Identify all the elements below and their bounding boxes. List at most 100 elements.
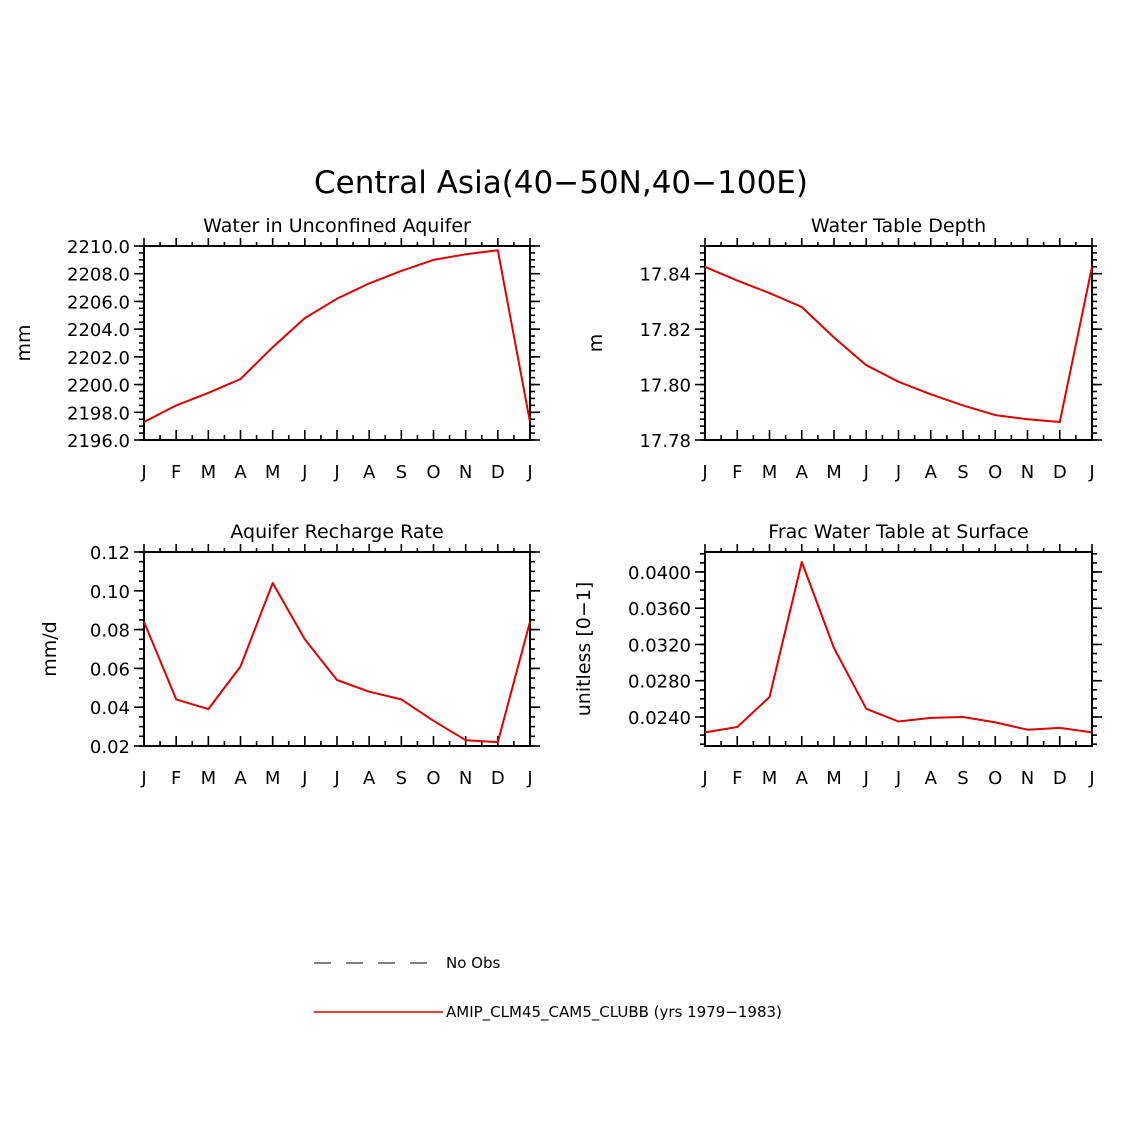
- x-tick-label: F: [171, 768, 181, 789]
- y-tick-label: 2196.0: [67, 431, 130, 452]
- x-tick-label: A: [234, 462, 247, 483]
- x-tick-label: S: [957, 768, 968, 789]
- x-tick-label: J: [1088, 768, 1094, 789]
- y-tick-label: 0.10: [90, 582, 130, 603]
- legend-model-label: AMIP_CLM45_CAM5_CLUBB (yrs 1979−1983): [446, 1003, 782, 1022]
- y-axis-label: m: [585, 334, 607, 353]
- x-tick-label: D: [1053, 462, 1067, 483]
- y-tick-label: 0.0320: [628, 635, 691, 656]
- x-tick-label: D: [491, 768, 505, 789]
- x-tick-label: O: [426, 462, 440, 483]
- y-tick-label: 2202.0: [67, 348, 130, 369]
- x-tick-label: N: [1021, 462, 1034, 483]
- x-tick-label: A: [925, 768, 938, 789]
- x-tick-label: M: [265, 462, 281, 483]
- panel-4: Frac Water Table at Surface unitless [0−1…: [573, 521, 1102, 789]
- x-tick-label: M: [201, 768, 217, 789]
- y-tick-label: 2210.0: [67, 237, 130, 258]
- series-line-model: [143, 582, 531, 744]
- y-tick-label: 0.04: [90, 698, 130, 719]
- y-tick-label: 0.02: [90, 737, 130, 758]
- x-tick-label: M: [201, 462, 217, 483]
- x-tick-label: J: [863, 462, 869, 483]
- x-tick-label: A: [796, 768, 809, 789]
- y-tick-label: 0.0240: [628, 708, 691, 729]
- series-line-model: [704, 561, 1093, 734]
- x-tick-label: D: [491, 462, 505, 483]
- y-tick-label: 17.78: [639, 431, 691, 452]
- x-tick-label: J: [895, 768, 901, 789]
- x-tick-label: S: [957, 462, 968, 483]
- x-tick-label: J: [140, 462, 146, 483]
- x-tick-label: M: [762, 462, 778, 483]
- x-tick-label: J: [526, 768, 532, 789]
- y-tick-label: 2200.0: [67, 376, 130, 397]
- y-tick-label: 0.0360: [628, 599, 691, 620]
- y-tick-label: 2208.0: [67, 265, 130, 286]
- x-tick-label: O: [988, 768, 1002, 789]
- y-tick-label: 0.08: [90, 621, 130, 642]
- x-tick-label: S: [396, 462, 407, 483]
- x-tick-label: J: [863, 768, 869, 789]
- x-tick-label: F: [171, 462, 181, 483]
- y-axis-label: mm/d: [39, 621, 61, 676]
- figure-title: Central Asia(40−50N,40−100E): [314, 165, 808, 201]
- legend: No Obs AMIP_CLM45_CAM5_CLUBB (yrs 1979−1…: [314, 954, 782, 1022]
- x-tick-label: J: [701, 768, 707, 789]
- x-tick-label: A: [234, 768, 247, 789]
- y-tick-label: 2204.0: [67, 320, 130, 341]
- x-tick-label: F: [732, 768, 742, 789]
- x-tick-label: N: [1021, 768, 1034, 789]
- x-tick-label: J: [701, 462, 707, 483]
- x-tick-label: O: [426, 768, 440, 789]
- y-tick-label: 2198.0: [67, 403, 130, 424]
- x-tick-label: J: [333, 462, 339, 483]
- y-axis-label: mm: [13, 324, 35, 361]
- x-tick-label: M: [762, 768, 778, 789]
- y-tick-label: 0.0280: [628, 672, 691, 693]
- x-tick-label: N: [459, 768, 472, 789]
- x-tick-label: A: [363, 768, 376, 789]
- panel-title: Frac Water Table at Surface: [768, 521, 1028, 543]
- panel-title: Water Table Depth: [811, 215, 986, 237]
- plot-frame: [704, 551, 1093, 747]
- y-tick-label: 2206.0: [67, 292, 130, 313]
- x-tick-label: J: [140, 768, 146, 789]
- series-line-model: [704, 265, 1093, 423]
- y-tick-label: 0.0400: [628, 563, 691, 584]
- x-tick-label: J: [333, 768, 339, 789]
- x-tick-label: M: [826, 768, 842, 789]
- x-tick-label: A: [796, 462, 809, 483]
- x-tick-label: J: [301, 462, 307, 483]
- x-tick-label: A: [363, 462, 376, 483]
- plot-frame: [704, 245, 1093, 441]
- x-tick-label: J: [895, 462, 901, 483]
- y-tick-label: 17.80: [639, 376, 691, 397]
- x-tick-label: M: [265, 768, 281, 789]
- panel-title: Water in Unconfined Aquifer: [203, 215, 471, 237]
- x-tick-label: J: [301, 768, 307, 789]
- y-tick-label: 17.82: [639, 320, 691, 341]
- x-tick-label: O: [988, 462, 1002, 483]
- x-tick-label: F: [732, 462, 742, 483]
- x-tick-label: M: [826, 462, 842, 483]
- y-tick-label: 0.06: [90, 659, 130, 680]
- x-tick-label: N: [459, 462, 472, 483]
- plot-frame: [143, 551, 531, 747]
- x-tick-label: J: [1088, 462, 1094, 483]
- panel-title: Aquifer Recharge Rate: [230, 521, 443, 543]
- y-tick-label: 17.84: [639, 265, 691, 286]
- plot-frame: [143, 245, 531, 441]
- legend-obs-label: No Obs: [446, 954, 500, 972]
- x-tick-label: D: [1053, 768, 1067, 789]
- y-tick-label: 0.12: [90, 543, 130, 564]
- x-tick-label: J: [526, 462, 532, 483]
- x-tick-label: S: [396, 768, 407, 789]
- x-tick-label: A: [925, 462, 938, 483]
- series-line-model: [143, 249, 531, 423]
